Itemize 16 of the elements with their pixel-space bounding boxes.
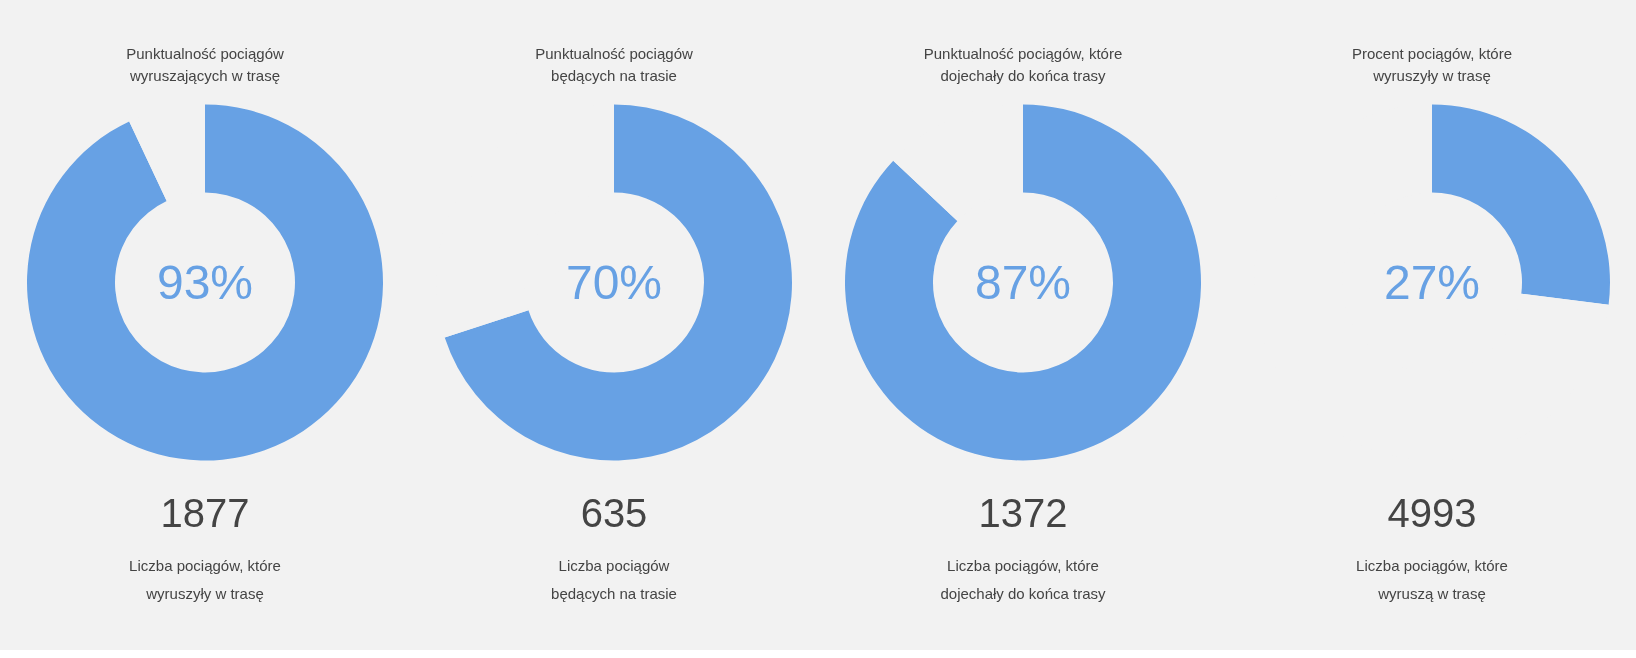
text: 93% — [156, 256, 254, 309]
text: 1372 — [978, 490, 1068, 535]
text: 1877 — [160, 490, 250, 535]
chart-title: Procent pociągów, które wyruszyły w trasę — [1351, 44, 1513, 84]
chart-title: Punktualność pociągów wyruszających w trasę — [126, 44, 284, 84]
text: Liczba pociągów będących na trasie — [551, 556, 677, 603]
text: 70% — [565, 256, 663, 309]
text: 4993 — [1387, 490, 1477, 535]
text: 635 — [580, 490, 648, 535]
text: Liczba pociągów, które dojechały do końca trasy — [940, 556, 1107, 603]
text: 27% — [1383, 256, 1481, 309]
text: Liczba pociągów, które wyruszyły w trasę — [129, 556, 281, 603]
text: 87% — [974, 256, 1072, 309]
text: Liczba pociągów, które wyruszą w trasę — [1356, 556, 1508, 603]
chart-title: Punktualność pociągów, które dojechały do końca trasy — [923, 44, 1123, 84]
chart-title: Punktualność pociągów będących na trasie — [535, 44, 693, 84]
